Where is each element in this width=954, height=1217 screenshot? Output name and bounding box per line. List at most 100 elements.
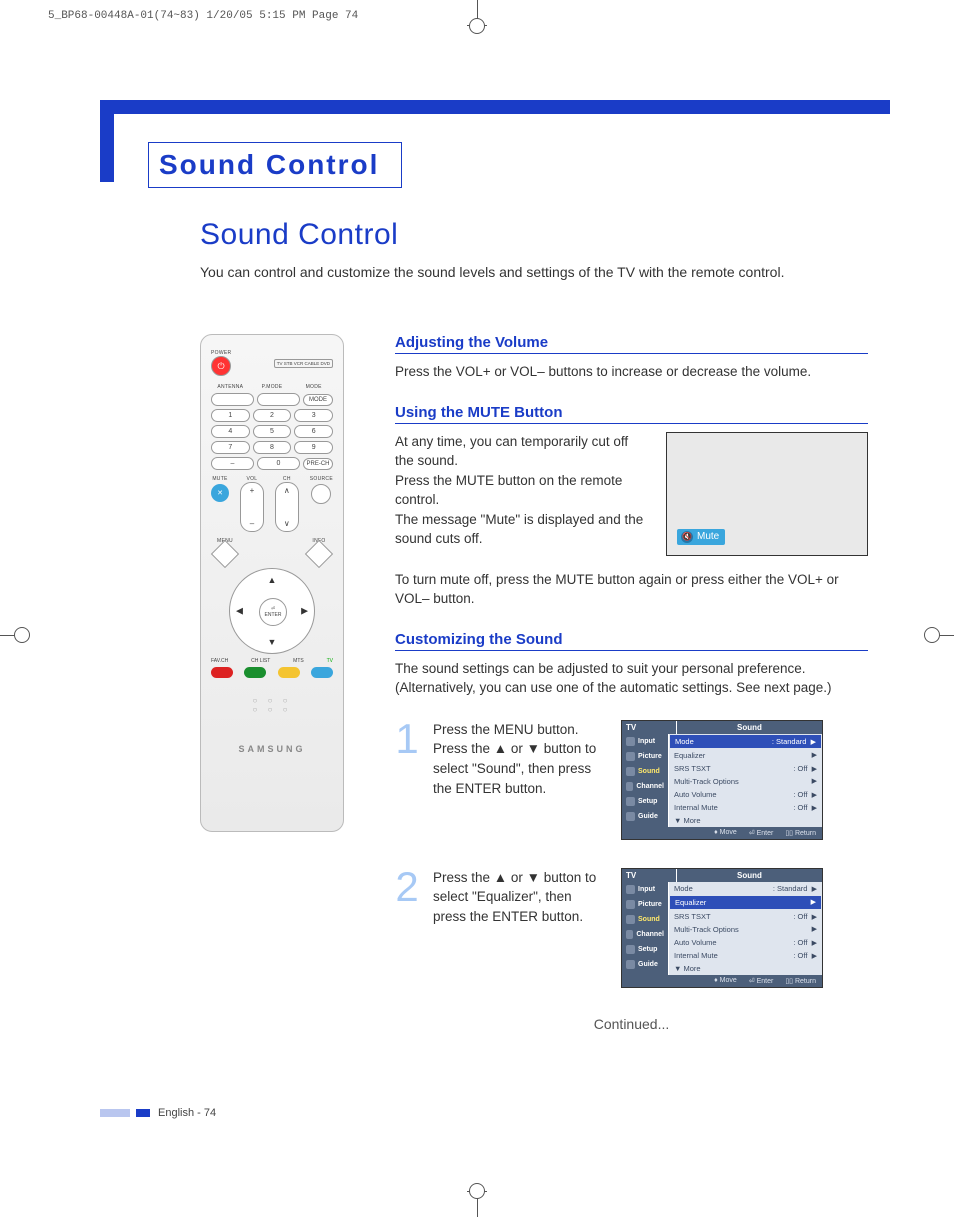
osd1-side-setup: Setup — [622, 794, 668, 809]
num-4: 4 — [211, 425, 250, 438]
osd2-tv: TV — [622, 869, 677, 882]
tv-label: TV — [327, 658, 333, 664]
crop-mark-left — [0, 615, 40, 655]
adjusting-volume-body: Press the VOL+ or VOL– buttons to increa… — [395, 362, 868, 382]
osd2-footer: ♦ Move⏎ Enter▯▯ Return — [622, 975, 822, 987]
mode-strip: TV STB VCR CABLE DVD — [274, 359, 333, 368]
osd2-side-sound: Sound — [622, 912, 668, 927]
customizing-body: The sound settings can be adjusted to su… — [395, 659, 868, 698]
dpad-up-icon: ▲ — [268, 575, 277, 585]
num-1: 1 — [211, 409, 250, 422]
num-dash: – — [211, 457, 254, 470]
osd2-row-mute: Internal Mute: Off ▶ — [669, 949, 822, 962]
osd1-row-eq: Equalizer▶ — [669, 749, 822, 762]
source-button — [311, 484, 331, 504]
chapter-side-bar — [100, 100, 114, 182]
remote-illustration: POWER ⏻ TV STB VCR CABLE DVD ANTENNA P.M… — [200, 334, 344, 832]
osd2-section: Sound — [677, 869, 822, 882]
favch-label: FAV.CH — [211, 658, 228, 664]
mts-label: MTS — [293, 658, 304, 664]
osd1-row-srs: SRS TSXT: Off ▶ — [669, 762, 822, 775]
mute-label: MUTE — [212, 476, 227, 482]
mode-button: MODE — [303, 394, 333, 406]
step-2-number: 2 — [395, 868, 419, 906]
osd2-side-picture: Picture — [622, 897, 668, 912]
osd1-row-more: ▼ More — [669, 814, 822, 827]
antenna-label: ANTENNA — [211, 384, 250, 390]
chapter-label-box: Sound Control — [148, 142, 402, 188]
num-8: 8 — [253, 441, 292, 454]
mute-osd-text: Mute — [697, 531, 719, 542]
osd1-row-auto: Auto Volume: Off ▶ — [669, 788, 822, 801]
step-1-number: 1 — [395, 720, 419, 758]
speaker-mute-icon: 🔇 — [681, 531, 693, 543]
osd2-row-srs: SRS TSXT: Off ▶ — [669, 910, 822, 923]
dpad-down-icon: ▼ — [268, 637, 277, 647]
osd1-side-channel: Channel — [622, 779, 668, 794]
remote-brand: SAMSUNG — [211, 744, 333, 754]
osd1-row-multi: Multi-Track Options▶ — [669, 775, 822, 788]
print-header: 5_BP68-00448A-01(74~83) 1/20/05 5:15 PM … — [48, 10, 358, 22]
osd1-side-guide: Guide — [622, 809, 668, 824]
remote-dots: ○ ○ ○○ ○ ○ — [211, 696, 333, 714]
page-title: Sound Control — [200, 218, 398, 252]
mute-button-icon: ✕ — [211, 484, 229, 502]
power-label: POWER — [211, 350, 231, 356]
mute-screenshot: 🔇 Mute — [666, 432, 868, 556]
num-9: 9 — [294, 441, 333, 454]
dpad-left-icon: ◀ — [236, 606, 243, 617]
crop-mark-top — [457, 0, 497, 40]
chlist-label: CH LIST — [251, 658, 270, 664]
chapter-top-bar — [100, 100, 890, 114]
enter-button: ⏎ENTER — [259, 598, 287, 626]
osd1-row-mode: Mode: Standard ▶ — [670, 735, 821, 748]
color-buttons — [211, 667, 333, 678]
customizing-heading: Customizing the Sound — [395, 631, 868, 651]
osd1-row-mute: Internal Mute: Off ▶ — [669, 801, 822, 814]
osd1-side-picture: Picture — [622, 749, 668, 764]
mute-osd-badge: 🔇 Mute — [677, 529, 725, 545]
dpad: ▲ ▼ ◀ ▶ ⏎ENTER — [229, 568, 315, 654]
menu-button — [211, 540, 239, 568]
page-footer: English - 74 — [100, 1107, 216, 1119]
osd1-section: Sound — [677, 721, 822, 734]
osd2-side-input: Input — [622, 882, 668, 897]
osd1-footer: ♦ Move⏎ Enter▯▯ Return — [622, 827, 822, 839]
footer-page-number: English - 74 — [158, 1107, 216, 1119]
num-3: 3 — [294, 409, 333, 422]
osd2-row-mode: Mode: Standard ▶ — [669, 882, 822, 895]
pmode-button — [257, 393, 300, 406]
osd1-side-input: Input — [622, 734, 668, 749]
footer-bar-dark — [136, 1109, 150, 1117]
osd-screenshot-1: TVSound Input Picture Sound Channel Setu… — [621, 720, 823, 840]
intro-text: You can control and customize the sound … — [200, 264, 864, 280]
osd1-side-sound: Sound — [622, 764, 668, 779]
adjusting-volume-heading: Adjusting the Volume — [395, 334, 868, 354]
num-6: 6 — [294, 425, 333, 438]
dpad-right-icon: ▶ — [301, 606, 308, 617]
osd1-tv: TV — [622, 721, 677, 734]
vol-rocker: +– — [240, 482, 264, 532]
osd2-row-more: ▼ More — [669, 962, 822, 975]
osd2-side-channel: Channel — [622, 927, 668, 942]
step-2-text: Press the ▲ or ▼ button to select "Equal… — [433, 868, 607, 927]
source-label: SOURCE — [310, 476, 333, 482]
num-7: 7 — [211, 441, 250, 454]
osd2-row-auto: Auto Volume: Off ▶ — [669, 936, 822, 949]
osd-screenshot-2: TVSound Input Picture Sound Channel Setu… — [621, 868, 823, 988]
crop-mark-bottom — [457, 1177, 497, 1217]
antenna-button — [211, 393, 254, 406]
osd2-row-multi: Multi-Track Options▶ — [669, 923, 822, 936]
mute-heading: Using the MUTE Button — [395, 404, 868, 424]
num-0: 0 — [257, 457, 300, 470]
footer-bar-light — [100, 1109, 130, 1117]
mode-label: MODE — [294, 384, 333, 390]
step-1-text: Press the MENU button. Press the ▲ or ▼ … — [433, 720, 607, 798]
crop-mark-right — [914, 615, 954, 655]
mute-body-2: To turn mute off, press the MUTE button … — [395, 570, 868, 609]
num-2: 2 — [253, 409, 292, 422]
mute-body-1: At any time, you can temporarily cut off… — [395, 432, 648, 549]
osd2-row-eq: Equalizer▶ — [670, 896, 821, 909]
continued-text: Continued... — [395, 1016, 868, 1032]
exit-button — [305, 540, 333, 568]
